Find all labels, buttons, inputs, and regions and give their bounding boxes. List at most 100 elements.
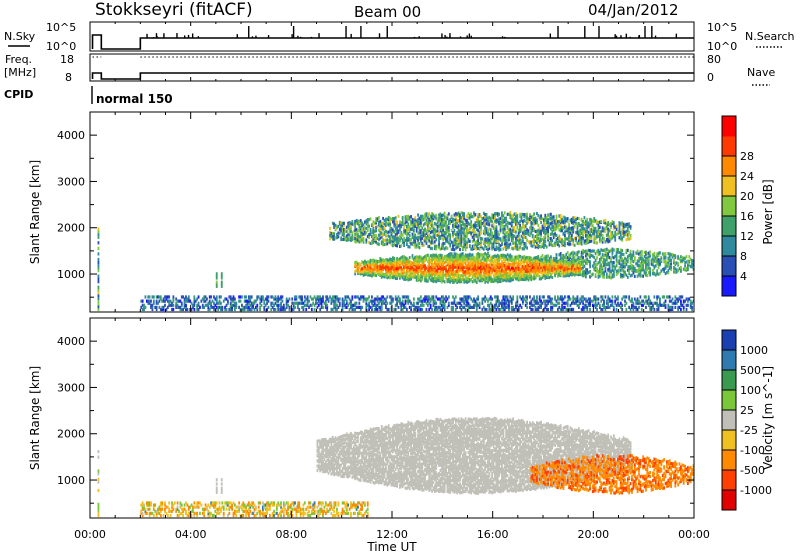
echo-cell bbox=[536, 236, 538, 240]
echo-cell bbox=[526, 221, 529, 225]
echo-cell bbox=[638, 252, 640, 256]
echo-cell bbox=[501, 255, 503, 259]
echo-cell bbox=[443, 273, 446, 277]
echo-cell bbox=[148, 299, 151, 303]
echo-cell bbox=[419, 223, 422, 228]
echo-cell bbox=[396, 303, 398, 307]
echo-cell bbox=[556, 269, 559, 273]
echo-cell bbox=[387, 216, 390, 220]
echo-cell bbox=[418, 228, 421, 232]
echo-cell bbox=[608, 269, 611, 273]
echo-cell bbox=[591, 272, 594, 276]
echo-cell bbox=[352, 236, 355, 240]
echo-cell bbox=[411, 227, 414, 231]
echo-cell bbox=[457, 269, 460, 273]
echo-cell bbox=[496, 213, 499, 218]
echo-cell bbox=[481, 217, 484, 221]
echo-cell bbox=[359, 219, 362, 223]
echo-cell bbox=[488, 263, 491, 267]
echo-cell bbox=[534, 272, 537, 276]
echo-cell bbox=[432, 217, 435, 221]
echo-cell bbox=[551, 243, 554, 248]
echo-cell bbox=[635, 251, 638, 255]
echo-cell bbox=[450, 272, 453, 277]
echo-cell bbox=[452, 278, 454, 282]
echo-cell bbox=[383, 273, 386, 277]
echo-cell bbox=[168, 299, 171, 303]
echo-cell bbox=[594, 235, 597, 239]
echo-cell bbox=[193, 303, 196, 307]
echo-cell bbox=[506, 241, 509, 245]
echo-cell bbox=[412, 232, 415, 236]
echo-cell bbox=[397, 262, 400, 266]
echo-cell bbox=[577, 222, 580, 226]
echo-cell bbox=[396, 261, 398, 266]
echo-cell bbox=[552, 242, 555, 247]
echo-cell bbox=[484, 222, 487, 226]
echo-cell bbox=[520, 271, 523, 276]
echo-cell bbox=[576, 216, 579, 221]
echo-cell bbox=[510, 232, 513, 236]
echo-cell bbox=[508, 262, 510, 266]
echo-cell bbox=[461, 246, 464, 250]
echo-cell bbox=[329, 233, 331, 237]
echo-cell bbox=[488, 227, 491, 231]
echo-cell bbox=[473, 261, 475, 265]
echo-cell bbox=[446, 279, 449, 284]
echo-cell bbox=[594, 265, 597, 269]
freq-tick-bottom: 8 bbox=[65, 71, 72, 84]
echo-cell bbox=[373, 237, 376, 241]
echo-cell bbox=[432, 241, 435, 245]
echo-cell bbox=[603, 219, 605, 223]
echo-cell bbox=[436, 297, 439, 301]
echo-cell bbox=[597, 275, 600, 279]
echo-cell bbox=[519, 212, 522, 217]
echo-cell bbox=[440, 217, 443, 222]
echo-cell bbox=[229, 307, 232, 312]
echo-cell bbox=[645, 268, 647, 272]
echo-cell bbox=[593, 234, 596, 238]
echo-cell bbox=[499, 237, 502, 241]
echo-cell bbox=[586, 221, 589, 225]
echo-cell bbox=[478, 230, 481, 234]
echo-cell bbox=[445, 276, 447, 280]
echo-cell bbox=[454, 273, 457, 277]
echo-cell bbox=[411, 254, 414, 258]
echo-cell bbox=[538, 262, 541, 267]
echo-cell bbox=[572, 263, 575, 268]
echo-cell bbox=[393, 256, 396, 261]
echo-cell bbox=[584, 239, 587, 243]
echo-cell bbox=[415, 236, 418, 240]
echo-cell bbox=[515, 268, 517, 273]
echo-cell bbox=[208, 299, 211, 303]
echo-cell bbox=[583, 272, 586, 276]
echo-cell bbox=[446, 215, 449, 219]
echo-cell bbox=[496, 218, 499, 222]
echo-cell bbox=[432, 295, 435, 299]
echo-cell bbox=[559, 272, 562, 276]
echo-cell bbox=[288, 305, 291, 309]
echo-cell bbox=[354, 269, 357, 274]
echo-cell bbox=[538, 277, 541, 281]
echo-cell bbox=[436, 278, 439, 282]
echo-cell bbox=[508, 243, 510, 247]
echo-cell bbox=[470, 222, 473, 227]
echo-cell bbox=[519, 277, 522, 282]
echo-cell bbox=[405, 217, 408, 222]
echo-cell bbox=[618, 226, 621, 230]
echo-cell bbox=[439, 269, 442, 273]
echo-cell bbox=[440, 229, 443, 234]
echo-cell bbox=[368, 224, 371, 228]
echo-cell bbox=[275, 297, 278, 301]
echo-cell bbox=[183, 301, 186, 305]
echo-cell bbox=[480, 270, 482, 274]
echo-cell bbox=[422, 243, 425, 247]
echo-cell bbox=[477, 252, 480, 256]
echo-cell bbox=[334, 305, 337, 309]
echo-cell bbox=[591, 249, 594, 253]
echo-cell bbox=[404, 305, 407, 309]
echo-cell bbox=[383, 259, 386, 263]
echo-cell bbox=[475, 227, 478, 231]
echo-cell bbox=[502, 269, 505, 273]
